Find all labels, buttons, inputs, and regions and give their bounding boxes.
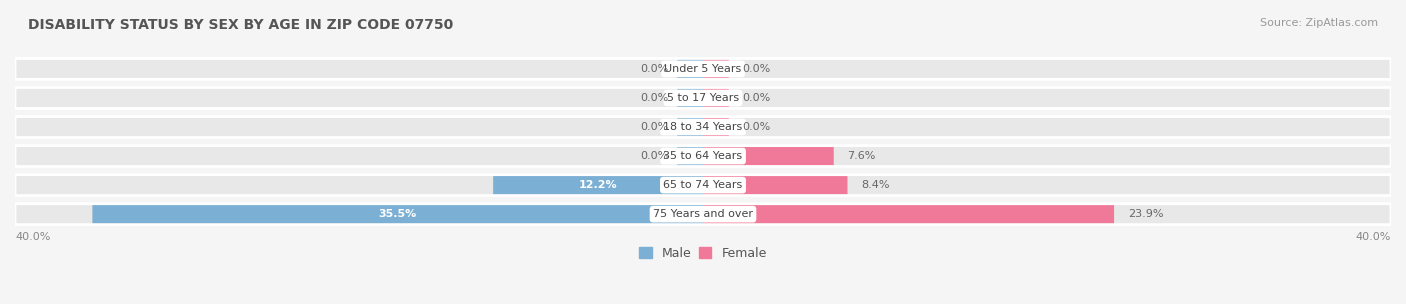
Text: 0.0%: 0.0% (742, 122, 770, 132)
Text: 7.6%: 7.6% (848, 151, 876, 161)
FancyBboxPatch shape (678, 60, 703, 78)
FancyBboxPatch shape (15, 88, 1391, 109)
FancyBboxPatch shape (93, 205, 703, 223)
FancyBboxPatch shape (678, 89, 703, 107)
FancyBboxPatch shape (703, 118, 728, 136)
Text: 65 to 74 Years: 65 to 74 Years (664, 180, 742, 190)
FancyBboxPatch shape (15, 175, 1391, 195)
FancyBboxPatch shape (15, 146, 1391, 167)
FancyBboxPatch shape (15, 116, 1391, 137)
Text: 18 to 34 Years: 18 to 34 Years (664, 122, 742, 132)
Text: Source: ZipAtlas.com: Source: ZipAtlas.com (1260, 18, 1378, 28)
Text: 0.0%: 0.0% (640, 64, 669, 74)
FancyBboxPatch shape (703, 176, 848, 194)
Text: 0.0%: 0.0% (742, 64, 770, 74)
Text: 23.9%: 23.9% (1128, 209, 1163, 219)
Text: 0.0%: 0.0% (640, 151, 669, 161)
FancyBboxPatch shape (703, 147, 834, 165)
Text: 12.2%: 12.2% (579, 180, 617, 190)
Text: 0.0%: 0.0% (640, 122, 669, 132)
Text: 40.0%: 40.0% (15, 232, 51, 242)
Text: 75 Years and over: 75 Years and over (652, 209, 754, 219)
FancyBboxPatch shape (678, 118, 703, 136)
Text: 35.5%: 35.5% (378, 209, 416, 219)
Text: DISABILITY STATUS BY SEX BY AGE IN ZIP CODE 07750: DISABILITY STATUS BY SEX BY AGE IN ZIP C… (28, 18, 453, 32)
FancyBboxPatch shape (703, 60, 728, 78)
Text: 0.0%: 0.0% (742, 93, 770, 103)
Text: 35 to 64 Years: 35 to 64 Years (664, 151, 742, 161)
Text: 5 to 17 Years: 5 to 17 Years (666, 93, 740, 103)
Text: 0.0%: 0.0% (640, 93, 669, 103)
FancyBboxPatch shape (15, 58, 1391, 79)
FancyBboxPatch shape (678, 147, 703, 165)
Text: Under 5 Years: Under 5 Years (665, 64, 741, 74)
Legend: Male, Female: Male, Female (634, 242, 772, 265)
FancyBboxPatch shape (494, 176, 703, 194)
FancyBboxPatch shape (703, 205, 1114, 223)
Text: 8.4%: 8.4% (862, 180, 890, 190)
FancyBboxPatch shape (15, 204, 1391, 225)
FancyBboxPatch shape (703, 89, 728, 107)
Text: 40.0%: 40.0% (1355, 232, 1391, 242)
